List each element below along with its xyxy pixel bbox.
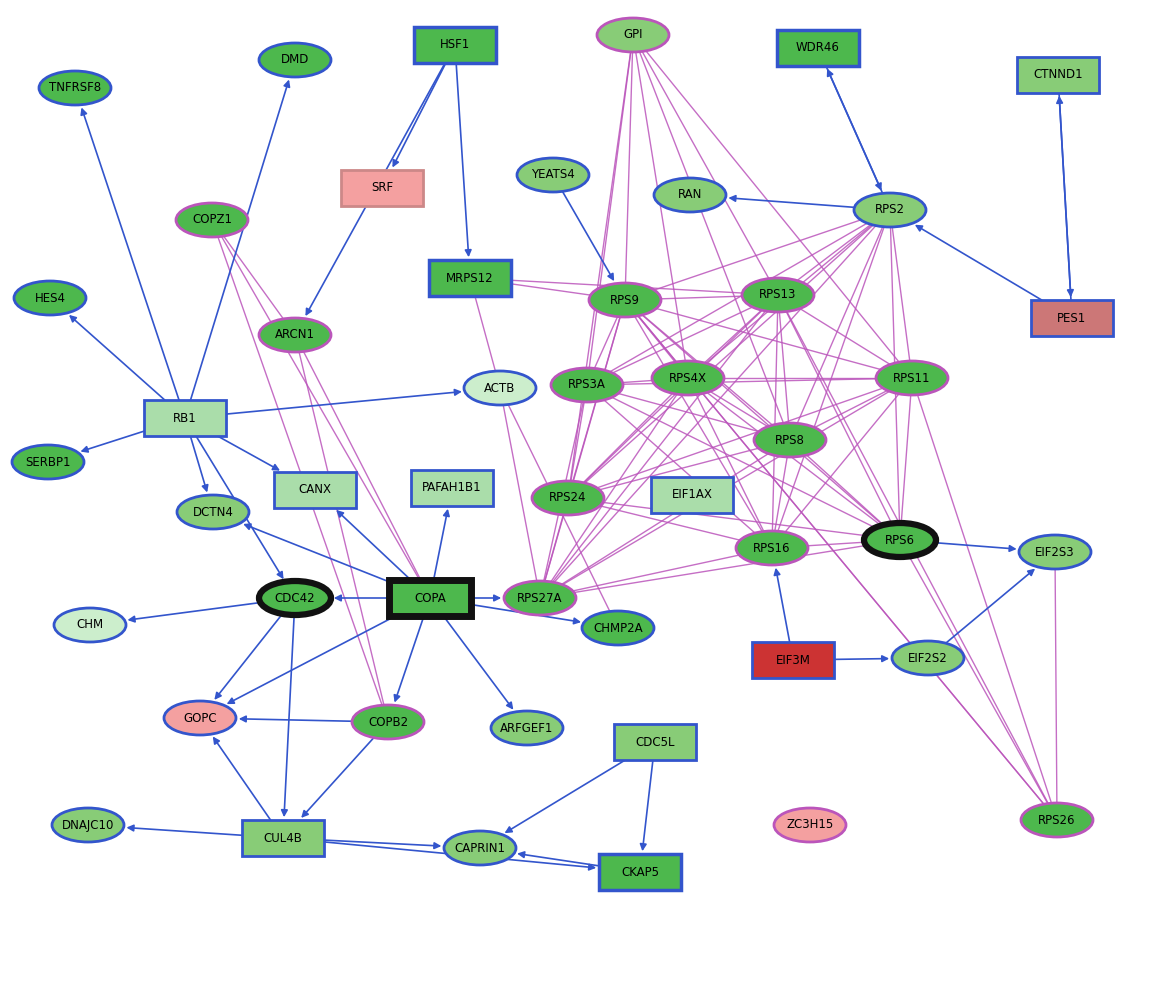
- Text: EIF2S2: EIF2S2: [909, 651, 947, 665]
- Text: YEATS4: YEATS4: [532, 169, 575, 182]
- Text: ACTB: ACTB: [485, 381, 515, 394]
- Ellipse shape: [164, 701, 237, 735]
- Text: WDR46: WDR46: [796, 41, 840, 54]
- Text: ARCN1: ARCN1: [275, 328, 315, 342]
- Ellipse shape: [653, 178, 726, 212]
- Text: RPS3A: RPS3A: [568, 378, 605, 391]
- FancyBboxPatch shape: [389, 580, 471, 616]
- Ellipse shape: [464, 371, 536, 405]
- Text: CKAP5: CKAP5: [621, 865, 659, 878]
- Text: RPS13: RPS13: [759, 288, 796, 301]
- Ellipse shape: [754, 423, 826, 457]
- Text: RPS8: RPS8: [775, 434, 804, 447]
- FancyBboxPatch shape: [600, 854, 682, 890]
- FancyBboxPatch shape: [752, 642, 834, 678]
- Text: RPS26: RPS26: [1039, 813, 1076, 827]
- Ellipse shape: [597, 18, 669, 52]
- Text: DNAJC10: DNAJC10: [62, 818, 115, 832]
- Ellipse shape: [854, 193, 926, 227]
- FancyBboxPatch shape: [778, 30, 860, 66]
- Text: RPS2: RPS2: [875, 204, 905, 216]
- FancyBboxPatch shape: [274, 472, 356, 508]
- Ellipse shape: [352, 705, 424, 739]
- FancyBboxPatch shape: [242, 820, 324, 856]
- Text: RPS27A: RPS27A: [518, 592, 563, 605]
- Ellipse shape: [177, 495, 249, 529]
- Ellipse shape: [259, 318, 331, 352]
- Text: PAFAH1B1: PAFAH1B1: [423, 481, 481, 495]
- Text: EIF3M: EIF3M: [775, 653, 810, 667]
- Ellipse shape: [39, 71, 111, 105]
- Text: RPS4X: RPS4X: [669, 371, 707, 384]
- Text: ARFGEF1: ARFGEF1: [500, 721, 554, 734]
- Text: RPS6: RPS6: [885, 534, 915, 546]
- Text: CDC5L: CDC5L: [635, 735, 674, 749]
- Text: GPI: GPI: [623, 29, 643, 41]
- Text: CHMP2A: CHMP2A: [594, 621, 643, 634]
- Ellipse shape: [582, 611, 653, 645]
- Ellipse shape: [589, 283, 660, 317]
- Text: RPS9: RPS9: [610, 293, 641, 306]
- Ellipse shape: [518, 158, 589, 192]
- Ellipse shape: [742, 278, 814, 312]
- Ellipse shape: [259, 43, 331, 77]
- Ellipse shape: [1019, 535, 1091, 569]
- Ellipse shape: [774, 808, 845, 842]
- Ellipse shape: [54, 608, 126, 642]
- Ellipse shape: [444, 831, 516, 865]
- Ellipse shape: [652, 361, 724, 395]
- Text: RB1: RB1: [173, 411, 197, 425]
- Ellipse shape: [552, 368, 623, 402]
- Ellipse shape: [737, 531, 808, 565]
- Text: EIF1AX: EIF1AX: [671, 488, 712, 502]
- Ellipse shape: [491, 711, 563, 745]
- Text: GOPC: GOPC: [183, 711, 217, 724]
- Ellipse shape: [12, 445, 84, 479]
- Text: CTNND1: CTNND1: [1033, 68, 1083, 81]
- FancyBboxPatch shape: [144, 400, 226, 436]
- Text: CUL4B: CUL4B: [263, 832, 302, 845]
- Ellipse shape: [504, 581, 576, 615]
- Ellipse shape: [52, 808, 124, 842]
- Ellipse shape: [532, 481, 604, 515]
- Text: COPZ1: COPZ1: [192, 213, 232, 226]
- Ellipse shape: [1021, 803, 1093, 837]
- Text: DMD: DMD: [281, 53, 309, 66]
- Text: HSF1: HSF1: [440, 39, 470, 51]
- Text: PES1: PES1: [1057, 311, 1087, 324]
- Text: COPA: COPA: [415, 592, 446, 605]
- Text: RPS24: RPS24: [549, 491, 587, 505]
- Ellipse shape: [864, 523, 936, 557]
- Text: EIF2S3: EIF2S3: [1035, 545, 1075, 558]
- Text: COPB2: COPB2: [368, 715, 408, 728]
- FancyBboxPatch shape: [341, 170, 423, 206]
- Text: CANX: CANX: [299, 483, 331, 497]
- Text: MRPS12: MRPS12: [446, 272, 494, 285]
- Ellipse shape: [14, 281, 85, 315]
- Ellipse shape: [876, 361, 949, 395]
- Text: TNFRSF8: TNFRSF8: [49, 81, 101, 95]
- Text: RAN: RAN: [678, 189, 703, 202]
- Ellipse shape: [176, 203, 248, 237]
- Text: ZC3H15: ZC3H15: [787, 818, 834, 832]
- Text: CDC42: CDC42: [275, 592, 315, 605]
- Text: CHM: CHM: [76, 618, 103, 631]
- FancyBboxPatch shape: [614, 724, 696, 760]
- Text: DCTN4: DCTN4: [192, 506, 233, 519]
- Text: RPS11: RPS11: [893, 371, 931, 384]
- FancyBboxPatch shape: [429, 260, 511, 296]
- FancyBboxPatch shape: [651, 477, 733, 513]
- Text: SRF: SRF: [371, 182, 393, 195]
- Text: RPS16: RPS16: [753, 541, 790, 554]
- Text: HES4: HES4: [34, 291, 66, 304]
- FancyBboxPatch shape: [415, 27, 497, 63]
- Ellipse shape: [892, 641, 964, 675]
- FancyBboxPatch shape: [1030, 300, 1112, 336]
- FancyBboxPatch shape: [411, 470, 493, 506]
- Text: SERBP1: SERBP1: [26, 455, 70, 468]
- Ellipse shape: [259, 581, 331, 615]
- FancyBboxPatch shape: [1016, 57, 1100, 93]
- Text: CAPRIN1: CAPRIN1: [454, 842, 506, 855]
